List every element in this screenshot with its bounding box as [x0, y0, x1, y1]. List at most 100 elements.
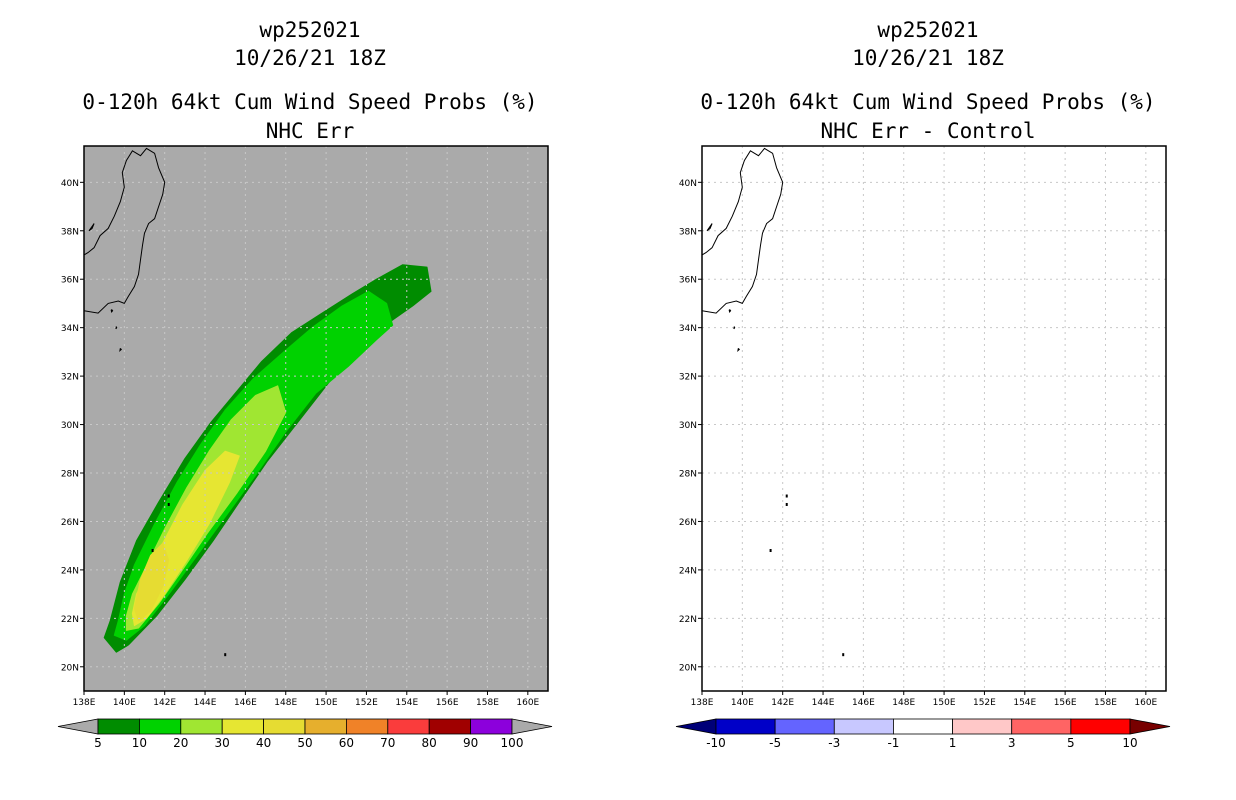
coastline [115, 326, 118, 330]
colorbar-swatch [470, 718, 513, 735]
y-tick-label: 22N [679, 615, 697, 625]
x-tick-label: 146E [234, 698, 257, 708]
colorbar-label: 80 [422, 736, 437, 750]
x-tick-label: 150E [315, 698, 338, 708]
y-tick-label: 34N [679, 324, 697, 334]
y-tick-label: 28N [679, 470, 697, 480]
colorbar-label: 1 [949, 736, 957, 750]
colorbar-label: 70 [380, 736, 395, 750]
colorbar-over-triangle [511, 718, 553, 735]
y-tick-label: 32N [61, 373, 79, 383]
left-subtitle: NHC Err [265, 119, 355, 143]
y-tick-label: 40N [679, 179, 697, 189]
y-tick-label: 32N [679, 373, 697, 383]
colorbar-swatch [952, 718, 1013, 735]
colorbar-swatch [715, 718, 776, 735]
map-frame [701, 145, 1167, 692]
x-tick-label: 142E [771, 698, 794, 708]
y-tick-label: 26N [679, 518, 697, 528]
coastline [110, 309, 114, 313]
y-tick-label: 38N [61, 227, 79, 237]
y-tick-label: 28N [61, 470, 79, 480]
colorbar-label: 10 [1122, 736, 1137, 750]
left-colorbar: 5 10 20 30 40 50 60 70 80 90 100 [57, 718, 553, 750]
y-tick-label: 26N [61, 518, 79, 528]
island-marker [151, 549, 154, 553]
island-marker [167, 502, 170, 506]
x-tick-label: 144E [194, 698, 217, 708]
island-marker [785, 494, 788, 498]
island-marker [167, 494, 170, 498]
colorbar-under-triangle [675, 718, 717, 735]
colorbar-swatch [221, 718, 264, 735]
left-map-panel: 138E 140E 142E 144E 146E 148E 150E 152E 154E 156E… [61, 145, 549, 708]
right-title-storm: wp252021 [877, 18, 979, 42]
y-tick-label: 36N [61, 276, 79, 286]
colorbar-label: 20 [173, 736, 188, 750]
map-content [84, 146, 548, 691]
x-tick-label: 152E [973, 698, 996, 708]
y-tick-label: 22N [61, 615, 79, 625]
map-content [702, 146, 1166, 691]
coastline [88, 223, 95, 232]
probability-contour-40-50 [133, 542, 170, 622]
right-subtitle: NHC Err - Control [820, 119, 1036, 143]
coastline [706, 223, 713, 232]
left-title-storm: wp252021 [259, 18, 361, 42]
colorbar-swatch [304, 718, 347, 735]
colorbar-label: -5 [769, 736, 781, 750]
x-tick-label: 158E [476, 698, 499, 708]
x-tick-label: 156E [436, 698, 459, 708]
colorbar-label: 50 [297, 736, 312, 750]
map-background [702, 146, 1166, 691]
x-tick-label: 146E [852, 698, 875, 708]
right-colorbar: -10 -5 -3 -1 1 3 5 10 [675, 718, 1171, 750]
colorbar-label: -10 [706, 736, 726, 750]
colorbar-swatch [428, 718, 472, 735]
right-map-panel: 138E 140E 142E 144E 146E 148E 150E 152E 154E 156E… [679, 145, 1167, 708]
x-tick-label: 140E [113, 698, 136, 708]
colorbar-label: 90 [463, 736, 478, 750]
colorbar-under-triangle [57, 718, 99, 735]
colorbar-swatch [1070, 718, 1131, 735]
left-title-date: 10/26/21 18Z [234, 46, 386, 70]
left-title-product: 0-120h 64kt Cum Wind Speed Probs (%) [82, 90, 538, 114]
x-tick-label: 158E [1094, 698, 1117, 708]
colorbar-label: 10 [132, 736, 147, 750]
x-tick-label: 160E [516, 698, 539, 708]
y-tick-label: 36N [679, 276, 697, 286]
colorbar-label: 5 [94, 736, 102, 750]
x-tick-label: 138E [73, 698, 96, 708]
colorbar-swatch [138, 718, 182, 735]
y-tick-label: 38N [679, 227, 697, 237]
y-tick-label: 40N [61, 179, 79, 189]
map-frame [83, 145, 549, 692]
coastline [702, 147, 784, 314]
y-tick-label: 30N [61, 421, 79, 431]
x-tick-label: 160E [1134, 698, 1157, 708]
colorbar-label: 3 [1008, 736, 1016, 750]
colorbar-swatch [893, 718, 953, 735]
colorbar-over-triangle [1129, 718, 1171, 735]
island-marker [842, 653, 845, 657]
y-tick-label: 30N [679, 421, 697, 431]
colorbar-label: 40 [256, 736, 271, 750]
colorbar-swatch [774, 718, 835, 735]
colorbar-label: 100 [501, 736, 524, 750]
colorbar-swatch [1011, 718, 1072, 735]
x-tick-label: 138E [691, 698, 714, 708]
island-marker [769, 549, 772, 553]
y-tick-label: 20N [61, 663, 79, 673]
x-tick-label: 154E [395, 698, 418, 708]
island-marker [224, 653, 227, 657]
island-marker [785, 502, 788, 506]
colorbar-swatch [345, 718, 389, 735]
colorbar-label: -3 [828, 736, 840, 750]
coastline [733, 326, 736, 330]
y-tick-label: 24N [679, 566, 697, 576]
coastline [737, 347, 740, 352]
x-tick-label: 148E [274, 698, 297, 708]
y-tick-label: 20N [679, 663, 697, 673]
colorbar-label: 5 [1067, 736, 1075, 750]
